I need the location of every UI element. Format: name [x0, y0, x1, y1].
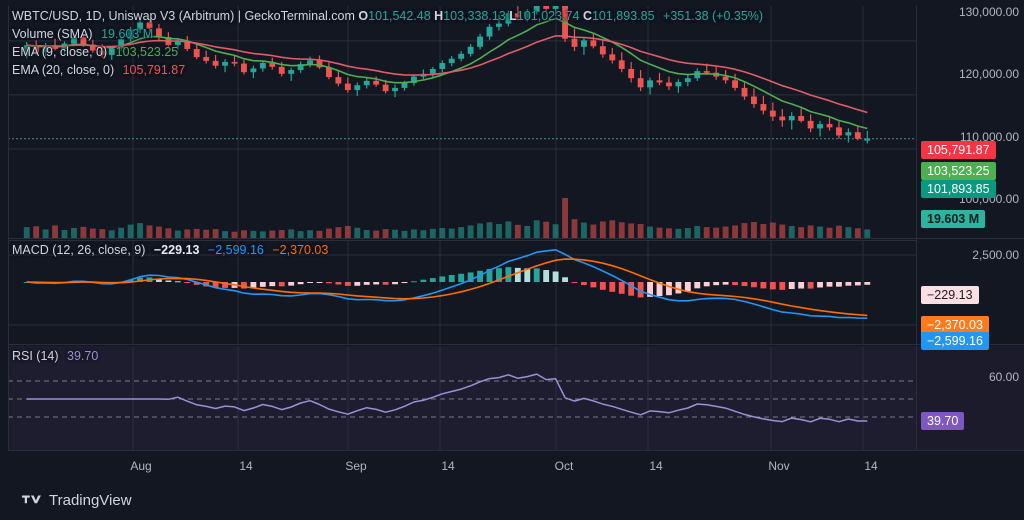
- volume-legend-row[interactable]: Volume (SMA) 19.603 M: [12, 26, 763, 43]
- rsi-label: RSI (14): [12, 349, 59, 363]
- macd-line-value: −2,599.16: [207, 243, 264, 257]
- open-value: 101,542.48: [368, 9, 431, 23]
- macd-axis-badge[interactable]: −2,370.03: [921, 316, 989, 334]
- macd-pane[interactable]: [8, 240, 1024, 344]
- rsi-axis-tick: 60.00: [988, 370, 1019, 384]
- price-plot-area[interactable]: [8, 6, 916, 238]
- price-axis-border: [916, 6, 917, 450]
- price-pane[interactable]: [8, 6, 1024, 238]
- tradingview-wordmark: TradingView: [49, 492, 132, 509]
- time-axis-label: Nov: [768, 459, 790, 473]
- open-label: O: [358, 9, 369, 23]
- ema9-label: EMA (9, close, 0): [12, 45, 108, 59]
- symbol-title: WBTC/USD, 1D, Uniswap V3 (Arbitrum) | Ge…: [12, 9, 355, 23]
- macd-axis-badge[interactable]: −229.13: [921, 286, 979, 304]
- symbol-legend-row[interactable]: WBTC/USD, 1D, Uniswap V3 (Arbitrum) | Ge…: [12, 8, 763, 25]
- tradingview-logo[interactable]: TradingView: [22, 492, 132, 509]
- time-axis-label: Sep: [345, 459, 367, 473]
- rsi-pane[interactable]: [8, 346, 1024, 450]
- rsi-series: [8, 346, 916, 450]
- macd-label: MACD (12, 26, close, 9): [12, 243, 146, 257]
- time-scale[interactable]: Aug 14 Sep 14 Oct 14 Nov 14: [8, 451, 1024, 481]
- price-scale[interactable]: 130,000.00 120,000.00 110,000.00 100,000.00…: [917, 0, 1024, 450]
- ema20-value: 105,791.87: [122, 63, 186, 77]
- rsi-legend[interactable]: RSI (14) 39.70: [12, 348, 98, 365]
- macd-plot-area[interactable]: [8, 240, 916, 344]
- ema20-legend-row[interactable]: EMA (20, close, 0) 105,791.87: [12, 62, 763, 79]
- time-axis-label: 14: [239, 459, 253, 473]
- macd-series: [8, 240, 916, 344]
- rsi-plot-area[interactable]: [8, 346, 916, 450]
- price-legend: WBTC/USD, 1D, Uniswap V3 (Arbitrum) | Ge…: [12, 8, 763, 80]
- price-axis-tick: 120,000.00: [958, 67, 1019, 81]
- macd-axis-badge[interactable]: −2,599.16: [921, 332, 989, 350]
- price-axis-tick: 130,000.00: [958, 5, 1019, 19]
- rsi-axis-badge[interactable]: 39.70: [921, 412, 965, 430]
- macd-histogram-value: −229.13: [153, 243, 200, 257]
- price-change: +351.38 (+0.35%): [663, 9, 764, 23]
- time-axis-label: 14: [649, 459, 663, 473]
- close-label: C: [582, 9, 592, 23]
- ema9-legend-row[interactable]: EMA (9, close, 0) 103,523.25: [12, 44, 763, 61]
- macd-axis-tick: 2,500.00: [972, 248, 1019, 262]
- price-axis-badge[interactable]: 103,523.25: [921, 162, 996, 180]
- ema20-label: EMA (20, close, 0): [12, 63, 115, 77]
- low-value: 101,023.74: [516, 9, 580, 23]
- macd-legend[interactable]: MACD (12, 26, close, 9) −229.13 −2,599.1…: [12, 242, 328, 259]
- close-value: 101,893.85: [591, 9, 655, 23]
- volume-label: Volume (SMA): [12, 27, 93, 41]
- price-axis-badge[interactable]: 19.603 M: [921, 210, 986, 228]
- candlestick-series: [8, 6, 916, 238]
- time-axis-label: 14: [441, 459, 455, 473]
- time-axis-label: Aug: [130, 459, 152, 473]
- pane-separator-macd-rsi[interactable]: [8, 344, 1024, 345]
- high-label: H: [434, 9, 444, 23]
- volume-value: 19.603 M: [101, 27, 154, 41]
- macd-signal-value: −2,370.03: [272, 243, 329, 257]
- pane-separator-bottom: [8, 450, 1024, 451]
- pane-separator-price-macd[interactable]: [8, 238, 1024, 239]
- time-axis-label: Oct: [554, 459, 574, 473]
- rsi-value: 39.70: [67, 349, 99, 363]
- time-axis-label: 14: [864, 459, 878, 473]
- price-axis-tick: 110,000.00: [959, 130, 1019, 144]
- chart-footer: TradingView: [0, 484, 1024, 520]
- price-axis-badge[interactable]: 105,791.87: [921, 141, 996, 159]
- low-label: L: [509, 9, 517, 23]
- tradingview-logo-icon: [22, 494, 41, 503]
- chart-left-border: [8, 6, 9, 450]
- price-axis-badge[interactable]: 101,893.85: [921, 180, 996, 198]
- high-value: 103,338.13: [443, 9, 506, 23]
- ema9-value: 103,523.25: [115, 45, 179, 59]
